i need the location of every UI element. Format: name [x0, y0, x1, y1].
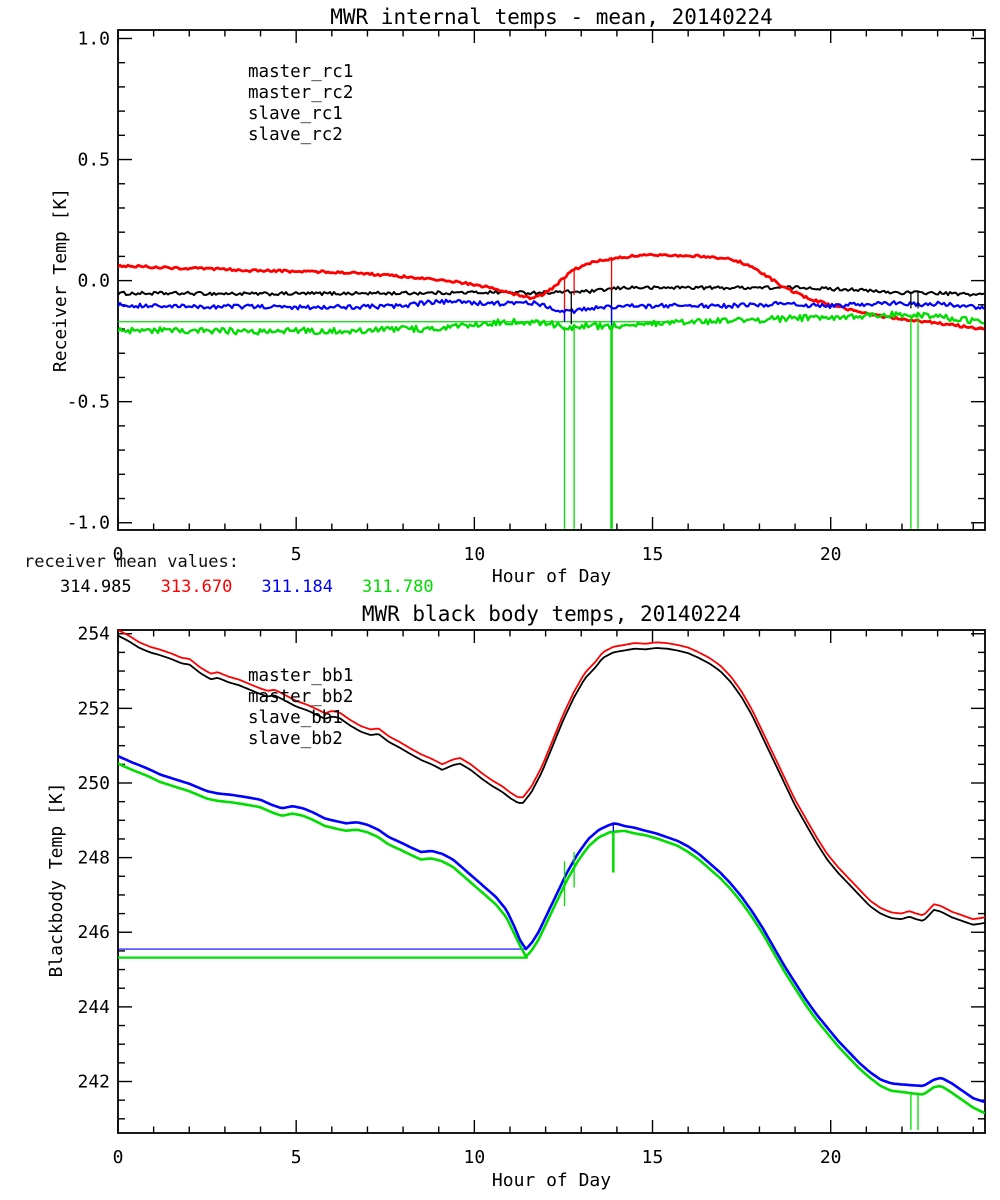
- y-tick-label: 252: [77, 698, 110, 719]
- receiver-mean-master-rc2: 313.670: [160, 577, 233, 597]
- series-master_bb2: [118, 630, 985, 920]
- x-axis-title: Hour of Day: [492, 1170, 611, 1191]
- legend-label-slave_bb1: slave_bb1: [248, 708, 343, 728]
- legend-label-master_bb2: master_bb2: [248, 687, 353, 707]
- y-tick-label: 244: [77, 997, 110, 1018]
- y-tick-label: 242: [77, 1072, 110, 1093]
- x-tick-label: 15: [642, 1147, 664, 1168]
- x-tick-label: 5: [291, 1147, 302, 1168]
- y-tick-label: -1.0: [67, 513, 110, 534]
- x-tick-label: 15: [642, 544, 664, 565]
- series-slave_bb1: [118, 754, 985, 1104]
- y-axis-title: Receiver Temp [K]: [50, 188, 71, 372]
- receiver-mean-values-label: receiver mean values:: [24, 552, 239, 572]
- legend-label-master_rc2: master_rc2: [248, 83, 353, 103]
- y-tick-label: -0.5: [67, 392, 110, 413]
- x-tick-label: 0: [113, 544, 124, 565]
- receiver-mean-master-rc1: 314.985: [60, 577, 132, 597]
- x-tick-label: 20: [820, 1147, 842, 1168]
- x-tick-label: 10: [464, 1147, 486, 1168]
- legend-label-slave_rc2: slave_rc2: [248, 125, 343, 145]
- x-axis-title: Hour of Day: [492, 566, 611, 587]
- y-tick-label: 254: [77, 624, 110, 645]
- x-tick-label: 10: [464, 544, 486, 565]
- axis-ticks: [117, 630, 985, 1133]
- x-tick-label: 0: [113, 1147, 124, 1168]
- series-slave_rc2: [118, 310, 985, 336]
- x-tick-label: 5: [291, 544, 302, 565]
- series-master_rc1: [118, 285, 985, 297]
- y-tick-label: 1.0: [77, 28, 110, 49]
- receiver-mean-values-row: 314.985 313.670 311.184 311.780: [60, 577, 434, 597]
- plot-frame: [117, 629, 986, 1134]
- receiver-mean-slave-rc2: 311.780: [361, 577, 434, 597]
- receiver-mean-slave-rc1: 311.184: [261, 577, 333, 597]
- legend-label-slave_bb2: slave_bb2: [248, 729, 343, 749]
- chart-blackbody: 0 5 10 15 20 254 252 250 248 246 244 242 MWR black b…: [46, 602, 986, 1191]
- y-tick-label: 250: [77, 773, 110, 794]
- y-tick-label: 0.0: [77, 271, 110, 292]
- legend-label-slave_rc1: slave_rc1: [248, 104, 343, 124]
- y-tick-label: 0.5: [77, 150, 110, 171]
- y-tick-label: 248: [77, 848, 110, 869]
- series-master_bb1: [118, 634, 985, 926]
- data-area: [118, 252, 985, 529]
- legend-label-master_rc1: master_rc1: [248, 62, 353, 82]
- series-slave_bb2: [118, 762, 985, 1115]
- chart-title: MWR black body temps, 20140224: [362, 602, 741, 626]
- series-master_rc2: [118, 252, 985, 331]
- legend-label-master_bb1: master_bb1: [248, 666, 353, 686]
- chart-receiver: 0 5 10 15 20 1.0 0.5 0.0 -0.5 -1.0 MWR internal te…: [50, 5, 986, 587]
- x-tick-label: 20: [820, 544, 842, 565]
- y-tick-label: 246: [77, 922, 110, 943]
- series-slave_rc1: [118, 298, 985, 315]
- data-area: [118, 630, 985, 1131]
- y-axis-title: Blackbody Temp [K]: [46, 782, 67, 977]
- chart-title: MWR internal temps - mean, 20140224: [330, 5, 773, 29]
- axis-ticks: [117, 30, 985, 530]
